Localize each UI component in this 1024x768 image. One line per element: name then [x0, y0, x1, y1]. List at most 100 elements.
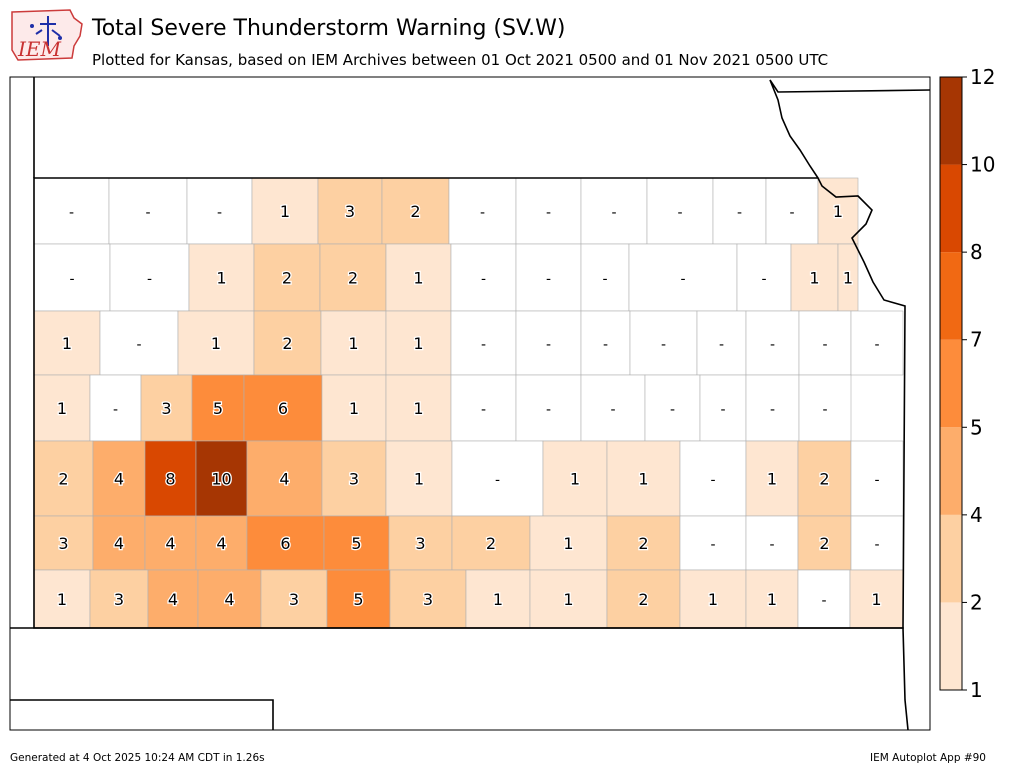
county-value-label: -: [874, 537, 879, 553]
county-value-label: 1: [414, 470, 424, 489]
county-value-label: 2: [348, 269, 358, 288]
county-value-label: -: [610, 402, 615, 418]
county-value-label: -: [147, 272, 152, 288]
county-value-label: -: [770, 337, 775, 353]
county-value-label: -: [217, 205, 222, 221]
county-value-label: -: [737, 205, 742, 221]
county-value-label: 3: [289, 590, 299, 609]
county-cell: [850, 440, 904, 517]
county-value-label: -: [789, 205, 794, 221]
county-cell: [260, 569, 328, 629]
county-cell: [798, 374, 852, 442]
kansas-border: [33, 177, 906, 629]
county-value-label: -: [770, 402, 775, 418]
county-cell: [580, 310, 631, 376]
county-cell: [385, 440, 453, 517]
county-value-label: 1: [563, 534, 573, 553]
colorbar-label: 2: [970, 590, 983, 614]
county-cell: [580, 374, 646, 442]
county-value-label: -: [769, 537, 774, 553]
county-cell: [33, 440, 94, 517]
county-value-labels: - - - 1 3 2 - - - - - - 1 - - 1 2 2 1 - - - - - 1 1 1 - 1 2 1 1 - - - - - - - -…: [56, 201, 883, 611]
county-value-label: 4: [165, 534, 175, 553]
county-value-label: -: [480, 205, 485, 221]
county-cell: [246, 515, 325, 571]
oklahoma-border: [10, 627, 909, 731]
colorbar-segment: [940, 252, 962, 340]
county-cell: [388, 515, 453, 571]
county-value-label: 2: [282, 269, 292, 288]
county-cell: [644, 374, 701, 442]
map-title: Total Severe Thunderstorm Warning (SV.W): [92, 16, 566, 41]
generated-timestamp: Generated at 4 Oct 2025 10:24 AM CDT in …: [10, 752, 265, 764]
county-value-label: 1: [57, 590, 67, 609]
county-value-label: 2: [638, 590, 648, 609]
county-value-label: 4: [114, 470, 124, 489]
county-cell: [140, 374, 193, 442]
county-cell: [321, 374, 387, 442]
county-value-label: 1: [563, 590, 573, 609]
map-frame: [9, 76, 931, 731]
county-value-label: 1: [62, 334, 72, 353]
county-value-label: 1: [348, 334, 358, 353]
county-cell: [385, 374, 452, 442]
county-value-label: 6: [278, 399, 288, 418]
colorbar-segment: [940, 164, 962, 253]
county-value-label: 4: [168, 590, 178, 609]
county-value-label: 1: [413, 399, 423, 418]
county-value-label: 5: [353, 590, 363, 609]
county-cell: [629, 310, 698, 376]
county-cell: [246, 440, 323, 517]
county-value-label: 3: [423, 590, 433, 609]
county-value-label: -: [481, 402, 486, 418]
county-cell: [745, 440, 799, 517]
county-value-label: 1: [871, 590, 881, 609]
county-value-label: -: [113, 402, 118, 418]
colorbar-label: 1: [970, 678, 983, 702]
county-cell: [515, 374, 582, 442]
county-cell: [850, 310, 904, 376]
county-value-label: 1: [349, 399, 359, 418]
county-value-label: 1: [570, 470, 580, 489]
county-value-label: -: [145, 205, 150, 221]
county-cell: [580, 177, 648, 245]
county-value-label: 4: [216, 534, 226, 553]
county-cell: [177, 310, 255, 376]
county-value-label: -: [546, 402, 551, 418]
county-value-label: 6: [280, 534, 290, 553]
county-value-label: 1: [57, 399, 67, 418]
county-value-label: 2: [410, 202, 420, 221]
county-cell: [197, 569, 262, 629]
county-value-label: -: [495, 473, 500, 489]
county-value-label: -: [680, 272, 685, 288]
county-value-label: -: [481, 337, 486, 353]
county-value-label: -: [661, 337, 666, 353]
county-cell: [696, 310, 747, 376]
county-value-label: 4: [279, 470, 289, 489]
county-value-label: 3: [161, 399, 171, 418]
county-value-label: -: [720, 402, 725, 418]
county-cell: [253, 243, 321, 312]
county-value-label: 2: [638, 534, 648, 553]
county-value-label: -: [546, 272, 551, 288]
county-cell: [451, 440, 544, 517]
county-value-label: 1: [413, 269, 423, 288]
county-cell: [251, 177, 319, 245]
colorbar-segment: [940, 514, 962, 603]
county-value-label: 1: [708, 590, 718, 609]
county-value-label: -: [481, 272, 486, 288]
county-value-label: -: [710, 473, 715, 489]
county-value-label: -: [136, 337, 141, 353]
county-value-label: -: [719, 337, 724, 353]
county-value-label: 5: [351, 534, 361, 553]
county-value-label: 2: [819, 534, 829, 553]
county-cell: [679, 515, 747, 571]
colorbar-segment: [940, 339, 962, 428]
county-value-label: 4: [114, 534, 124, 553]
county-cell: [580, 243, 630, 312]
county-value-label: -: [822, 337, 827, 353]
county-cell: [33, 243, 111, 312]
county-value-label: -: [611, 205, 616, 221]
